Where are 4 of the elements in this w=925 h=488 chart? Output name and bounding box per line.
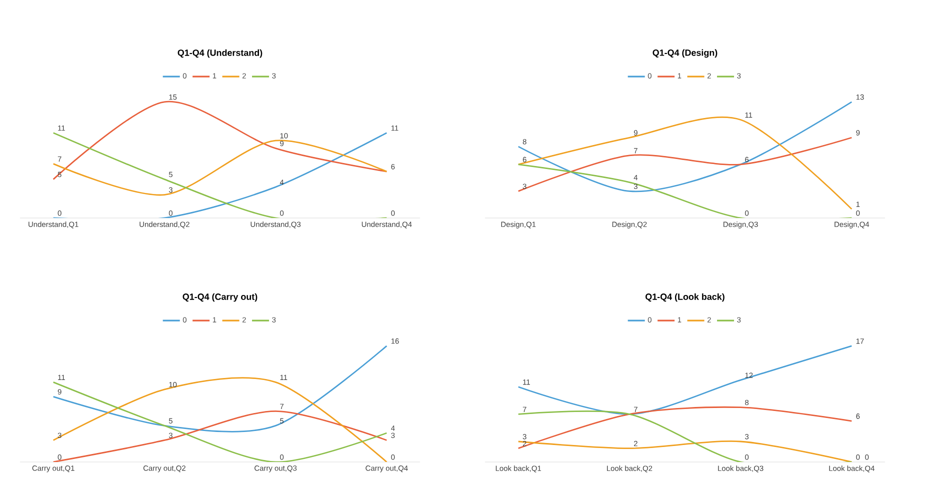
chart-title: Q1-Q4 (Understand) (178, 49, 262, 58)
chart-title: Q1-Q4 (Carry out) (182, 293, 258, 302)
chart-title: Q1-Q4 (Look back) (646, 293, 724, 302)
chart-title: Q1-Q4 (Design) (652, 49, 718, 58)
